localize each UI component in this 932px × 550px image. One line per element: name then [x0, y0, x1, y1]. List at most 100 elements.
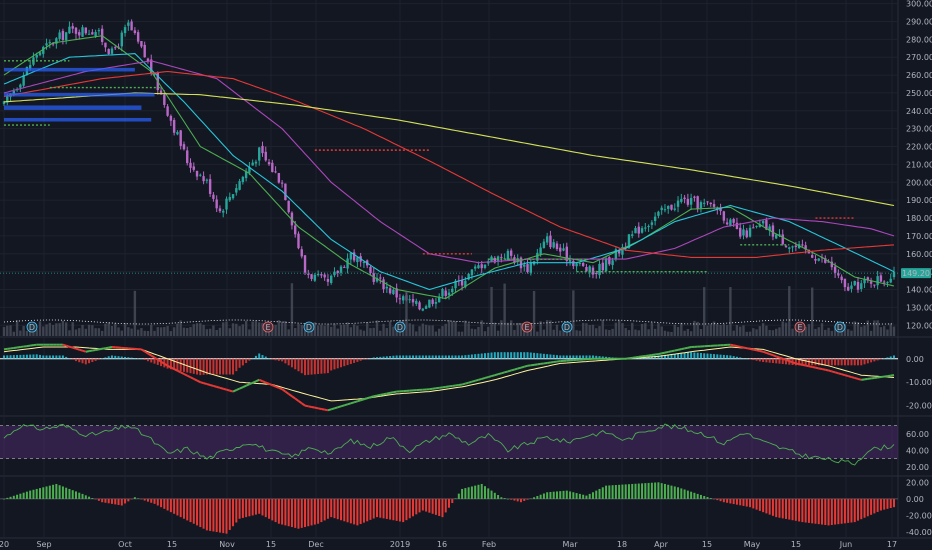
candle-body[interactable]	[719, 208, 722, 212]
price-pane[interactable]	[0, 19, 898, 312]
candle-body[interactable]	[578, 262, 582, 264]
candle-body[interactable]	[784, 245, 788, 248]
candle-body[interactable]	[280, 182, 284, 184]
candle-body[interactable]	[94, 31, 97, 37]
candle-body[interactable]	[114, 47, 117, 49]
candle-body[interactable]	[699, 202, 703, 208]
candle-body[interactable]	[267, 162, 271, 165]
candle-body[interactable]	[251, 162, 254, 166]
candle-body[interactable]	[545, 236, 549, 243]
candle-body[interactable]	[74, 27, 78, 34]
candle-body[interactable]	[454, 280, 457, 289]
candle-body[interactable]	[199, 174, 202, 176]
candle-body[interactable]	[539, 247, 542, 255]
candle-body[interactable]	[205, 179, 209, 181]
candle-body[interactable]	[169, 115, 173, 121]
candle-body[interactable]	[781, 234, 784, 245]
candle-body[interactable]	[261, 145, 264, 154]
candle-body[interactable]	[22, 75, 25, 86]
candle-body[interactable]	[575, 263, 578, 267]
candle-body[interactable]	[451, 288, 454, 293]
candle-body[interactable]	[447, 292, 451, 296]
candle-body[interactable]	[827, 261, 830, 263]
candle-body[interactable]	[627, 234, 631, 248]
candle-body[interactable]	[343, 266, 346, 268]
candle-body[interactable]	[385, 286, 389, 289]
candle-body[interactable]	[588, 266, 591, 273]
candle-body[interactable]	[768, 226, 771, 231]
candle-body[interactable]	[686, 198, 690, 205]
candle-body[interactable]	[294, 225, 297, 235]
candle-body[interactable]	[182, 144, 186, 150]
candle-body[interactable]	[2, 101, 6, 104]
candle-body[interactable]	[840, 276, 843, 281]
event-marker[interactable]	[794, 321, 806, 333]
candle-body[interactable]	[303, 255, 307, 273]
candle-body[interactable]	[663, 209, 667, 211]
candle-body[interactable]	[640, 228, 644, 233]
candle-body[interactable]	[189, 162, 192, 168]
candle-body[interactable]	[464, 280, 467, 288]
candle-body[interactable]	[509, 250, 513, 256]
candle-body[interactable]	[745, 230, 748, 238]
candle-body[interactable]	[81, 27, 84, 37]
candle-body[interactable]	[398, 298, 402, 300]
candle-body[interactable]	[320, 274, 323, 276]
candle-body[interactable]	[673, 208, 676, 210]
candle-body[interactable]	[271, 162, 274, 172]
candle-body[interactable]	[801, 244, 804, 246]
candle-body[interactable]	[866, 277, 870, 280]
event-marker[interactable]	[394, 321, 406, 333]
candle-body[interactable]	[523, 264, 526, 267]
candle-body[interactable]	[660, 207, 663, 211]
candle-body[interactable]	[712, 204, 716, 207]
candle-body[interactable]	[722, 211, 726, 221]
candle-body[interactable]	[369, 266, 372, 274]
candle-body[interactable]	[326, 279, 330, 282]
candle-body[interactable]	[19, 84, 22, 88]
candle-body[interactable]	[869, 281, 873, 284]
candle-body[interactable]	[794, 245, 798, 247]
candle-body[interactable]	[395, 288, 398, 298]
candle-body[interactable]	[244, 171, 248, 179]
candle-body[interactable]	[755, 225, 758, 227]
candle-body[interactable]	[833, 266, 837, 273]
candle-body[interactable]	[287, 200, 290, 213]
event-marker[interactable]	[561, 321, 573, 333]
candle-body[interactable]	[274, 171, 277, 173]
candle-body[interactable]	[863, 278, 866, 284]
candle-body[interactable]	[595, 273, 598, 275]
candle-body[interactable]	[87, 33, 91, 35]
candle-body[interactable]	[860, 283, 863, 289]
candle-body[interactable]	[176, 132, 179, 135]
candle-body[interactable]	[601, 262, 604, 271]
candle-body[interactable]	[408, 299, 411, 301]
candle-body[interactable]	[421, 308, 425, 311]
candle-body[interactable]	[696, 196, 699, 209]
candle-body[interactable]	[150, 59, 153, 74]
candle-body[interactable]	[104, 42, 107, 48]
candle-body[interactable]	[333, 271, 336, 276]
candle-body[interactable]	[307, 273, 310, 275]
candle-body[interactable]	[382, 279, 385, 290]
candle-body[interactable]	[172, 120, 176, 133]
event-marker[interactable]	[262, 321, 274, 333]
candle-body[interactable]	[817, 258, 820, 261]
candle-body[interactable]	[775, 234, 778, 239]
event-marker[interactable]	[834, 321, 846, 333]
candle-body[interactable]	[804, 245, 807, 250]
candle-body[interactable]	[127, 22, 130, 26]
candle-body[interactable]	[424, 306, 428, 309]
candle-body[interactable]	[876, 276, 879, 286]
candle-body[interactable]	[843, 278, 847, 288]
candle-body[interactable]	[195, 171, 199, 177]
candle-body[interactable]	[28, 65, 32, 69]
candle-body[interactable]	[873, 284, 876, 286]
candle-body[interactable]	[735, 222, 739, 230]
candle-body[interactable]	[598, 263, 601, 276]
candle-body[interactable]	[248, 167, 251, 173]
candle-body[interactable]	[526, 264, 529, 273]
candle-body[interactable]	[460, 280, 464, 286]
candle-body[interactable]	[568, 260, 572, 262]
candle-body[interactable]	[352, 252, 356, 261]
